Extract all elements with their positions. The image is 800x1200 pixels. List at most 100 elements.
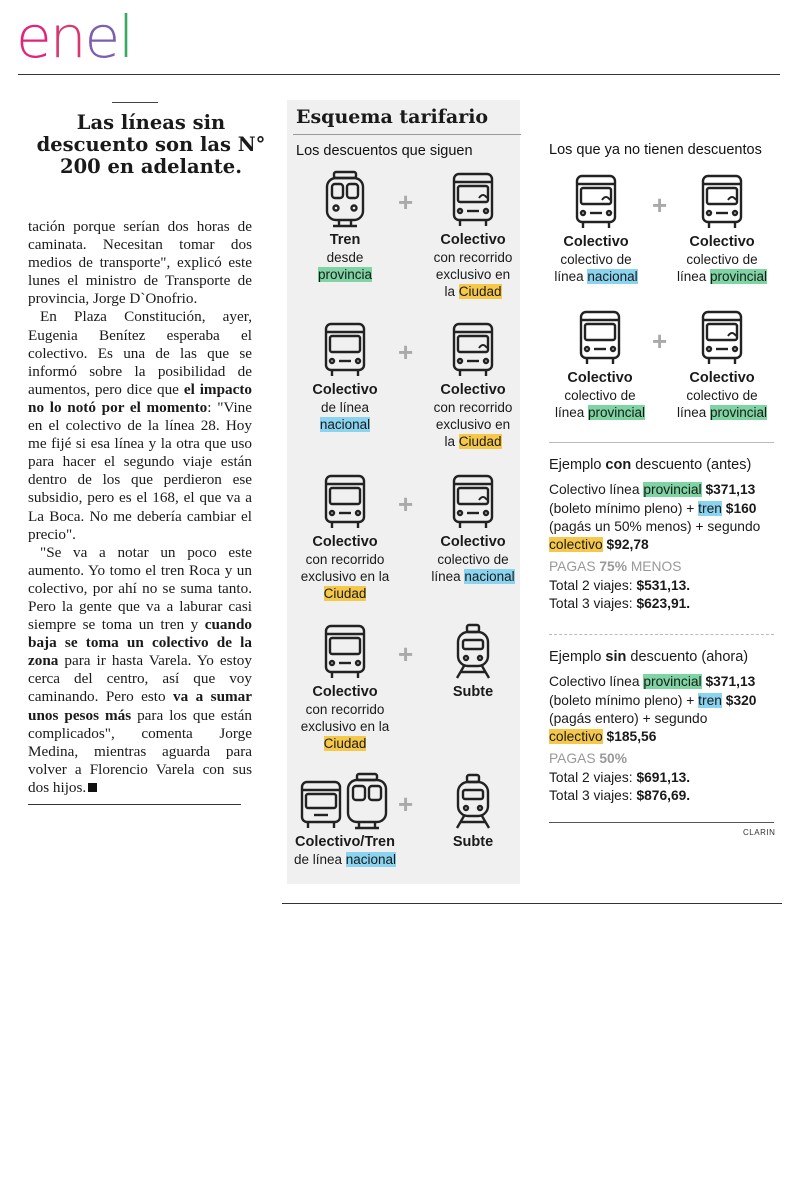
bus-icon [575,174,617,228]
enel-logo: enel [16,8,134,66]
bus-icon [324,322,366,376]
total-2-viajes: Total 2 viajes: $691,13. [549,769,691,785]
left-subheading: Los descuentos que siguen [296,143,473,159]
highlight-provincial: provincial [710,405,768,420]
highlight-ciudad: Ciudad [458,284,502,299]
article-paragraph: "Se va a notar un poco este aumento. Yo … [28,543,252,796]
pull-quote-headline: Las líneas sin descuento son las N° 200 … [36,111,266,178]
highlight-nacional: nacional [345,852,397,867]
cell-line: colectivo de [560,252,632,267]
fare-cell-colectivo-tren-nacional: Colectivo/Tren de línea nacional [280,772,410,868]
section-divider [549,442,774,443]
fare-cell-colectivo-ciudad: Colectivo con recorrido exclusivo en la … [280,622,410,752]
top-divider [18,74,780,75]
example-line: (boleto mínimo pleno) + tren $320 [549,692,757,708]
cell-line: de línea [320,400,370,415]
plus-sign: + [398,639,414,669]
example-line: (pagás entero) + segundo [549,710,708,726]
cell-line: línea [676,269,710,284]
cell-name: Colectivo [440,382,506,398]
bus-icon [452,474,494,528]
end-mark [88,782,98,792]
bus-icon [452,172,494,226]
fare-cell-colectivo-ciudad: Colectivo con recorrido exclusivo en la … [408,320,538,450]
subway-icon [455,773,491,829]
example-line: Colectivo línea provincial $371,13 [549,674,756,690]
cell-line: exclusivo en [435,267,511,282]
cell-name: Colectivo [567,370,633,386]
fare-cell-colectivo-provincial: Colectivo colectivo de línea provincial [657,308,787,421]
example-line: colectivo $92,78 [549,537,649,553]
fare-cell-colectivo-nacional: Colectivo de línea nacional [280,320,410,433]
highlight-nacional: nacional [587,269,638,284]
fare-cell-colectivo-nacional: Colectivo colectivo de línea nacional [408,472,538,585]
plus-sign: + [398,789,414,819]
section-divider [549,634,774,635]
example-line: colectivo $185,56 [549,729,657,745]
example-heading: Ejemplo sin descuento (ahora) [549,649,749,665]
fare-cell-subte: Subte [408,622,538,701]
cell-name: Colectivo [689,370,755,386]
highlight-provincial: provincial [588,405,646,420]
cell-name: Colectivo/Tren [295,834,395,850]
cell-name: Tren [329,232,361,248]
cell-line: la [444,434,459,449]
total-3-viajes: Total 3 viajes: $623,91. [549,596,691,612]
train-icon [325,170,365,228]
highlight-provincia: provincia [317,267,373,282]
right-subheading: Los que ya no tienen descuentos [549,142,762,158]
cell-name: Colectivo [440,534,506,550]
article-paragraph: En Plaza Constitución, ayer, Eugenia Ben… [28,308,252,543]
bus-icon [701,310,743,364]
highlight-nacional: nacional [464,569,515,584]
cell-line: colectivo de [686,388,758,403]
cell-line: con recorrido [305,702,385,717]
bus-and-train-icon [300,772,388,830]
section-divider [549,822,774,823]
cell-name: Colectivo [689,234,755,250]
fare-cell-colectivo-nacional: Colectivo colectivo de línea nacional [531,172,661,285]
example-line: (pagás un 50% menos) + segundo [549,518,761,534]
bottom-divider [282,903,782,904]
highlight-ciudad: Ciudad [323,736,367,751]
bus-icon [701,174,743,228]
example-heading: Ejemplo con descuento (antes) [549,457,752,473]
cell-line: línea [431,569,465,584]
highlight-provincial: provincial [710,269,768,284]
example-line: (boleto mínimo pleno) + tren $160 [549,500,757,516]
cell-name: Colectivo [312,534,378,550]
highlight-nacional: nacional [319,417,371,432]
bus-icon [452,322,494,376]
infographic-title: Esquema tarifario [296,106,489,128]
total-2-viajes: Total 2 viajes: $531,13. [549,577,691,593]
cell-line: colectivo de [564,388,636,403]
cell-line: la [444,284,459,299]
plus-sign: + [652,190,668,220]
article-body: tación porque serían dos horas de camina… [28,218,252,797]
fare-cell-colectivo-ciudad: Colectivo con recorrido exclusivo en la … [408,170,538,300]
cell-line: con recorrido [433,250,513,265]
source-credit: CLARIN [743,828,776,837]
total-3-viajes: Total 3 viajes: $876,69. [549,788,691,804]
example-line: Colectivo línea provincial $371,13 [549,482,756,498]
infographic-title-rule [293,134,521,135]
cell-line: línea [554,405,588,420]
bus-icon [324,624,366,678]
bus-icon [324,474,366,528]
plus-sign: + [398,489,414,519]
subway-icon [455,623,491,679]
cell-name: Colectivo [312,684,378,700]
cell-line: de línea [293,852,346,867]
article-paragraph: tación porque serían dos horas de camina… [28,218,252,308]
highlight-ciudad: Ciudad [458,434,502,449]
cell-line: exclusivo en [435,417,511,432]
logo-letter: l [118,3,134,71]
plus-sign: + [398,187,414,217]
cell-name: Subte [452,684,494,700]
cell-name: Colectivo [440,232,506,248]
fare-cell-tren-provincia: Tren desde provincia [280,170,410,283]
plus-sign: + [398,337,414,367]
highlight-ciudad: Ciudad [323,586,367,601]
pagas-label: PAGAS 50% [549,751,627,767]
fare-cell-colectivo-provincial: Colectivo colectivo de línea provincial [535,308,665,421]
